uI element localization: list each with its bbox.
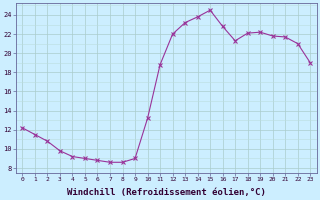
X-axis label: Windchill (Refroidissement éolien,°C): Windchill (Refroidissement éolien,°C) [67,188,266,197]
